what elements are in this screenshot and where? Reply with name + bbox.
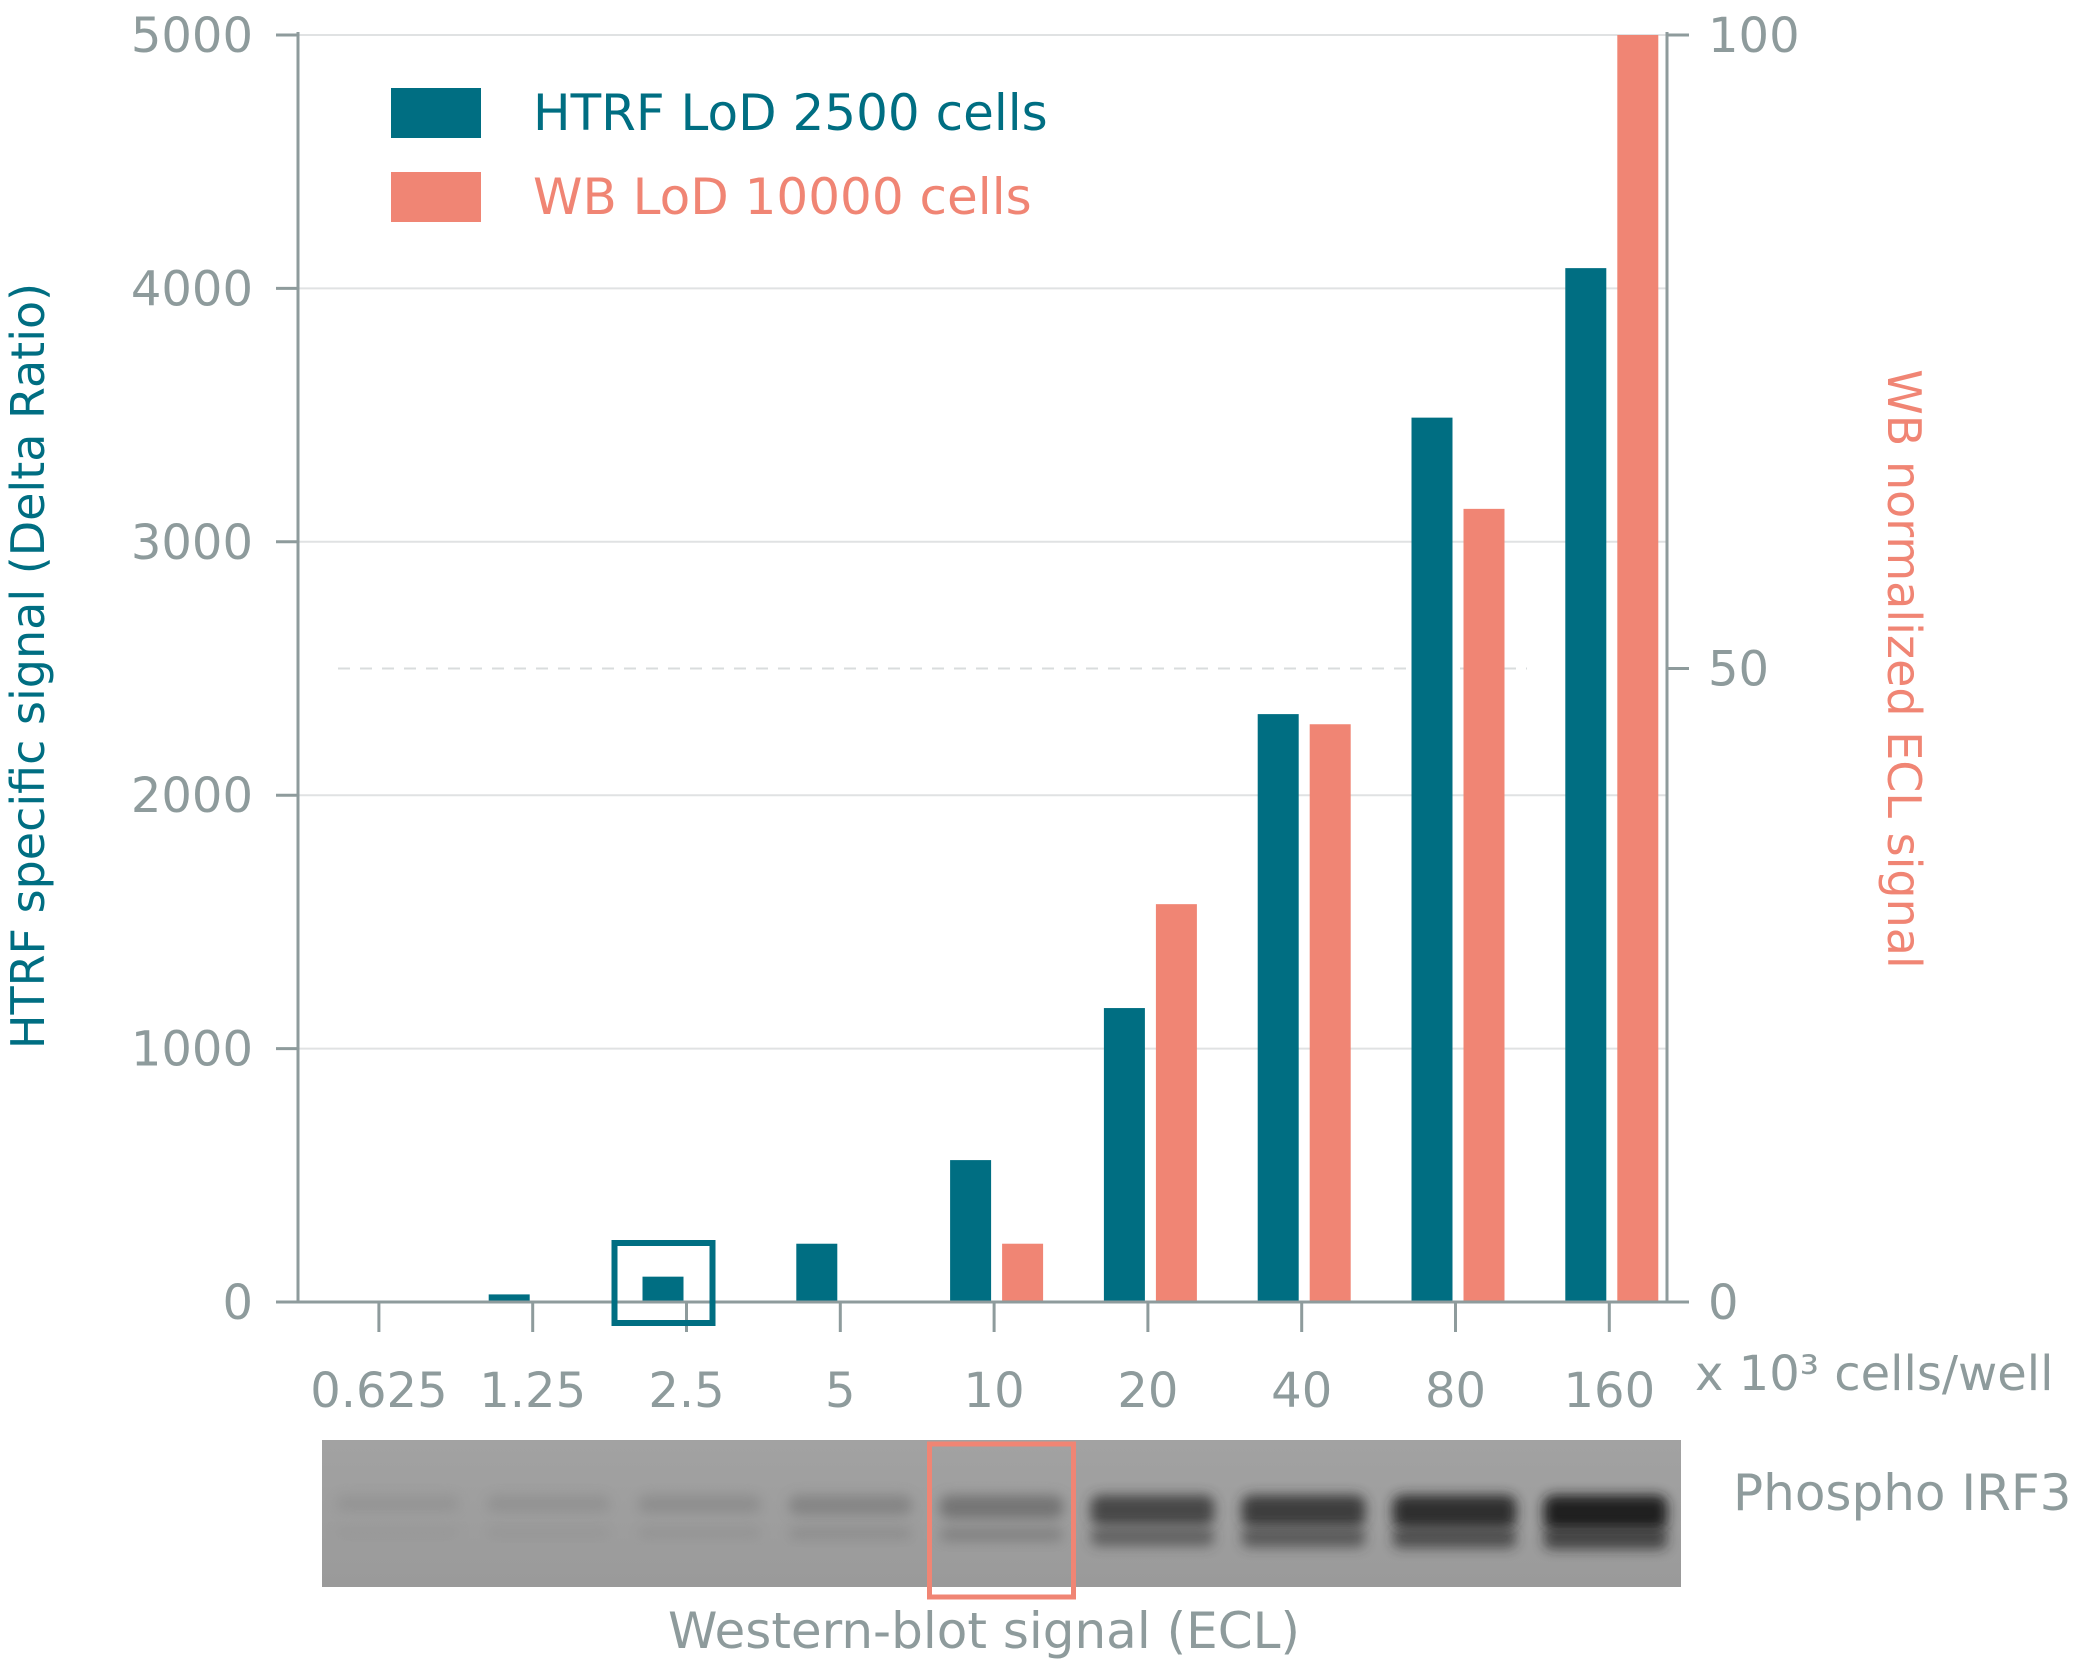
blot-band-upper <box>335 1495 460 1512</box>
x-tick-label: 80 <box>1425 1363 1486 1419</box>
blot-caption: Western-blot signal (ECL) <box>668 1602 1300 1660</box>
blot-band-upper <box>1090 1495 1215 1526</box>
blot-band-upper <box>486 1495 611 1513</box>
legend-label: WB LoD 10000 cells <box>533 168 1032 226</box>
left-axis-ticks: 0 1000 2000 3000 4000 5000 <box>131 8 298 1331</box>
x-axis-unit-label: x 10³ cells/well <box>1695 1346 2053 1402</box>
bar-wb-40 <box>1309 724 1351 1302</box>
bar-htrf-2.5 <box>642 1276 684 1302</box>
blot-band-lower <box>939 1528 1064 1542</box>
bar-htrf-40 <box>1257 714 1299 1302</box>
bar-wb-160 <box>1617 35 1659 1302</box>
blot-band-lower <box>1241 1528 1366 1548</box>
htrf-lod-box <box>611 1240 716 1326</box>
blot-band-label: Phospho IRF3 <box>1733 1464 2071 1522</box>
left-tick-label: 1000 <box>131 1022 253 1078</box>
bar-htrf-160 <box>1565 268 1607 1303</box>
x-tick-label: 0.625 <box>310 1363 447 1419</box>
x-tick-label: 160 <box>1563 1363 1655 1419</box>
x-tick-label: 2.5 <box>648 1363 724 1419</box>
blot-band-upper <box>1543 1495 1668 1530</box>
bar-wb-80 <box>1463 508 1505 1302</box>
western-blot-image <box>322 1440 1681 1600</box>
left-tick-label: 3000 <box>131 515 253 571</box>
x-tick-label: 10 <box>964 1363 1025 1419</box>
blot-band-upper <box>1241 1495 1366 1528</box>
x-tick-label: 1.25 <box>479 1363 586 1419</box>
bar-htrf-10 <box>950 1160 992 1302</box>
wb-lod-box <box>927 1441 1076 1600</box>
legend-swatch <box>391 172 481 222</box>
left-tick-label: 5000 <box>131 8 253 64</box>
blot-band-upper <box>788 1495 913 1516</box>
right-tick-label: 50 <box>1708 642 1769 698</box>
left-tick-label: 2000 <box>131 768 253 824</box>
bar-wb-10 <box>1002 1243 1044 1302</box>
blot-band-lower <box>1543 1528 1668 1550</box>
x-tick-label: 40 <box>1271 1363 1332 1419</box>
blot-band-lower <box>1392 1528 1517 1549</box>
blot-band-upper <box>1392 1495 1517 1529</box>
bar-htrf-20 <box>1103 1008 1145 1302</box>
blot-band-lower <box>788 1528 913 1539</box>
right-axis-ticks: 0 50 100 <box>1667 8 1800 1331</box>
bar-htrf-5 <box>796 1243 838 1302</box>
x-axis-ticks: 0.625 1.25 2.5 5 10 20 40 80 160 <box>310 1302 1655 1419</box>
right-axis-label: WB normalized ECL signal <box>1877 369 1931 968</box>
left-tick-label: 4000 <box>131 261 253 317</box>
legend: HTRF LoD 2500 cells WB LoD 10000 cells <box>391 84 1048 226</box>
blot-band-upper <box>637 1495 762 1514</box>
lod-highlight-boxes <box>611 1240 716 1326</box>
bars-group <box>488 35 1659 1303</box>
bar-htrf-1.25 <box>488 1294 530 1302</box>
left-tick-label: 0 <box>222 1275 253 1331</box>
blot-band-lower <box>486 1528 611 1537</box>
blot-band-lower <box>335 1528 460 1536</box>
x-tick-label: 20 <box>1117 1363 1178 1419</box>
x-tick-label: 5 <box>825 1363 856 1419</box>
left-axis-label: HTRF specific signal (Delta Ratio) <box>1 283 55 1049</box>
right-tick-label: 100 <box>1708 8 1800 64</box>
blot-band-lower <box>637 1528 762 1538</box>
bar-wb-20 <box>1155 904 1197 1302</box>
blot-band-lower <box>1090 1528 1215 1546</box>
legend-label: HTRF LoD 2500 cells <box>533 84 1048 142</box>
blot-band-upper <box>939 1495 1064 1519</box>
legend-swatch <box>391 88 481 138</box>
bar-htrf-80 <box>1411 417 1453 1302</box>
right-tick-label: 0 <box>1708 1275 1739 1331</box>
